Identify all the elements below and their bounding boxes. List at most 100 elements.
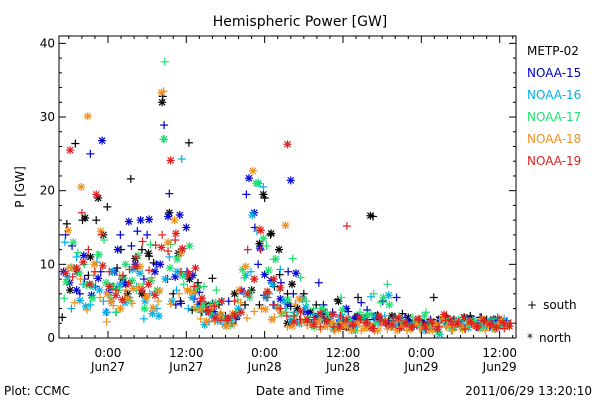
noaa-17-south-point — [160, 57, 169, 66]
noaa-16-south-point — [165, 252, 174, 261]
noaa-15-north-point — [136, 216, 145, 225]
noaa-17-south-point — [240, 273, 249, 282]
noaa-18-south-point — [190, 303, 199, 312]
noaa-18-south-point — [128, 299, 137, 308]
noaa-19-north-point — [498, 318, 507, 327]
noaa-19-south-point — [210, 302, 219, 311]
noaa-19-north-point — [485, 320, 494, 329]
metp-02-south-point — [58, 313, 67, 322]
noaa-17-south-point — [296, 273, 305, 282]
metp-02-south-point — [194, 278, 203, 287]
marker-legend-symbol: + — [527, 298, 538, 312]
plot-credit: Plot: CCMC — [4, 384, 70, 398]
noaa-17-south-point — [288, 254, 297, 263]
metp-02-north-point — [259, 190, 268, 199]
noaa-18-north-point — [295, 294, 304, 303]
noaa-19-north-point — [440, 310, 449, 319]
noaa-18-south-point — [154, 297, 163, 306]
noaa-15-north-point — [164, 212, 173, 221]
noaa-19-south-point — [105, 267, 114, 276]
noaa-17-north-point — [284, 295, 293, 304]
legend-item-noaa-15: NOAA-15 — [527, 66, 582, 80]
noaa-19-north-point — [479, 316, 488, 325]
noaa-17-north-point — [271, 255, 280, 264]
noaa-18-north-point — [157, 88, 166, 97]
noaa-15-south-point — [357, 298, 366, 307]
noaa-19-south-point — [461, 325, 470, 334]
noaa-19-north-point — [204, 307, 213, 316]
noaa-18-south-point — [89, 271, 98, 280]
noaa-19-north-point — [269, 275, 278, 284]
noaa-18-north-point — [241, 262, 250, 271]
metp-02-south-point — [184, 138, 193, 147]
metp-02-north-point — [366, 211, 375, 220]
noaa-19-south-point — [493, 313, 502, 322]
noaa-19-south-point — [237, 286, 246, 295]
noaa-17-north-point — [121, 260, 130, 269]
noaa-19-north-point — [144, 280, 153, 289]
noaa-19-south-point — [316, 322, 325, 331]
axes-group: 0102030400:00Jun2712:00Jun270:00Jun2812:… — [40, 36, 517, 374]
noaa-17-north-point — [420, 311, 429, 320]
y-axis-label: P [GW] — [13, 166, 27, 208]
noaa-19-north-point — [85, 280, 94, 289]
metp-02-south-point — [275, 270, 284, 279]
noaa-16-north-point — [161, 275, 170, 284]
noaa-19-north-point — [414, 314, 423, 323]
x-tick-time-label: 12:00 — [326, 346, 361, 360]
noaa-16-north-point — [248, 210, 257, 219]
noaa-19-south-point — [158, 230, 167, 239]
noaa-19-south-point — [171, 236, 180, 245]
metp-02-north-point — [230, 289, 239, 298]
marker-legend-symbol: * — [527, 331, 533, 345]
noaa-17-south-point — [262, 241, 271, 250]
metp-02-north-point — [275, 245, 284, 254]
x-tick-time-label: 12:00 — [169, 346, 204, 360]
noaa-19-north-point — [361, 318, 370, 327]
noaa-16-north-point — [141, 297, 150, 306]
noaa-19-north-point — [355, 313, 364, 322]
noaa-15-south-point — [61, 230, 70, 239]
plot-frame — [58, 35, 517, 339]
noaa-16-north-point — [115, 280, 124, 289]
noaa-19-north-point — [166, 156, 175, 165]
noaa-17-north-point — [88, 294, 97, 303]
noaa-19-north-point — [256, 226, 265, 235]
noaa-17-south-point — [60, 294, 69, 303]
noaa-19-north-point — [72, 264, 81, 273]
noaa-19-north-point — [61, 269, 70, 278]
noaa-19-north-point — [171, 229, 180, 238]
noaa-18-south-point — [291, 300, 300, 309]
noaa-19-north-point — [374, 311, 383, 320]
noaa-17-south-point — [408, 313, 417, 322]
noaa-15-south-point — [392, 293, 401, 302]
y-tick-label: 40 — [40, 36, 55, 50]
metp-02-south-point — [429, 293, 438, 302]
noaa-17-south-point — [337, 293, 346, 302]
noaa-18-north-point — [177, 249, 186, 258]
noaa-17-north-point — [173, 255, 182, 264]
noaa-19-north-point — [230, 311, 239, 320]
noaa-17-south-point — [73, 248, 82, 257]
noaa-18-north-point — [360, 324, 369, 333]
noaa-15-north-point — [291, 269, 300, 278]
noaa-18-south-point — [102, 317, 111, 326]
metp-02-south-point — [92, 216, 101, 225]
noaa-18-south-point — [147, 273, 156, 282]
metp-02-south-point — [137, 245, 146, 254]
noaa-19-north-point — [309, 320, 318, 329]
marker-legend-north: * north — [527, 331, 571, 345]
noaa-17-north-point — [75, 269, 84, 278]
noaa-18-south-point — [250, 307, 259, 316]
noaa-18-south-point — [229, 320, 238, 329]
noaa-19-north-point — [137, 286, 146, 295]
noaa-16-south-point — [184, 304, 193, 313]
noaa-19-north-point — [283, 140, 292, 149]
noaa-17-north-point — [165, 264, 174, 273]
marker-legend-label: south — [543, 298, 577, 312]
noaa-16-north-point — [154, 311, 163, 320]
noaa-19-north-point — [387, 320, 396, 329]
noaa-19-north-point — [381, 317, 390, 326]
noaa-16-south-point — [60, 238, 69, 247]
